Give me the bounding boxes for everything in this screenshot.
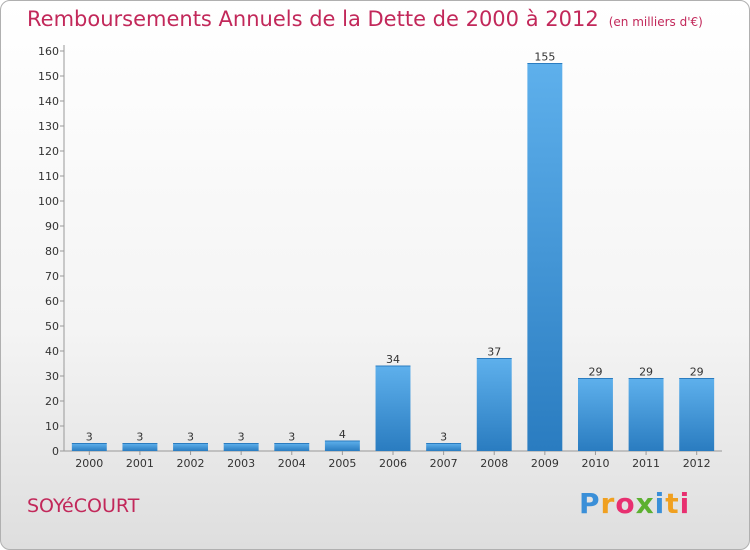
x-tick-label: 2003: [227, 457, 255, 470]
y-tick-label: 90: [45, 220, 59, 233]
data-label: 29: [690, 366, 704, 379]
y-tick-label: 150: [38, 70, 59, 83]
data-label: 29: [639, 366, 653, 379]
logo-letter: i: [679, 487, 691, 520]
data-label: 3: [187, 431, 194, 444]
x-tick-label: 2010: [581, 457, 609, 470]
bar: [324, 441, 360, 451]
data-label: 3: [136, 431, 143, 444]
x-tick-label: 2012: [683, 457, 711, 470]
bar: [274, 443, 310, 451]
y-tick-label: 0: [52, 445, 59, 458]
bar: [426, 443, 462, 451]
y-tick-label: 30: [45, 370, 59, 383]
bar: [628, 378, 664, 451]
logo-letter: o: [615, 487, 636, 520]
y-tick-label: 50: [45, 320, 59, 333]
y-tick-label: 160: [38, 45, 59, 58]
logo-letter: P: [579, 487, 601, 520]
data-label: 29: [588, 366, 602, 379]
data-label: 3: [86, 431, 93, 444]
y-tick-label: 20: [45, 395, 59, 408]
x-tick-label: 2009: [531, 457, 559, 470]
bar: [122, 443, 158, 451]
data-label: 3: [440, 431, 447, 444]
town-name: SOYéCOURT: [27, 495, 140, 517]
data-label: 155: [534, 51, 555, 64]
y-tick-label: 10: [45, 420, 59, 433]
bar: [577, 378, 613, 451]
logo-letter: r: [600, 487, 616, 520]
x-tick-label: 2005: [328, 457, 356, 470]
x-tick-label: 2006: [379, 457, 407, 470]
x-tick-label: 2001: [126, 457, 154, 470]
y-tick-label: 40: [45, 345, 59, 358]
data-label: 34: [386, 353, 400, 366]
y-tick-label: 140: [38, 95, 59, 108]
bar: [527, 63, 563, 451]
chart-title-text: Remboursements Annuels de la Dette de 20…: [27, 7, 599, 31]
data-label: 3: [288, 431, 295, 444]
y-tick-label: 130: [38, 120, 59, 133]
bar: [173, 443, 209, 451]
x-tick-label: 2002: [177, 457, 205, 470]
y-tick-label: 100: [38, 195, 59, 208]
logo-letter: i: [654, 487, 666, 520]
x-tick-label: 2011: [632, 457, 660, 470]
y-tick-label: 120: [38, 145, 59, 158]
logo-letter: t: [665, 487, 680, 520]
data-label: 37: [487, 346, 501, 359]
y-tick-label: 70: [45, 270, 59, 283]
x-tick-label: 2000: [75, 457, 103, 470]
bar: [679, 378, 715, 451]
y-tick-label: 60: [45, 295, 59, 308]
x-tick-label: 2004: [278, 457, 306, 470]
y-tick-label: 110: [38, 170, 59, 183]
bar: [375, 366, 411, 451]
data-label: 4: [339, 428, 346, 441]
y-tick-label: 80: [45, 245, 59, 258]
proxiti-logo: Proxiti: [579, 487, 690, 520]
x-tick-label: 2008: [480, 457, 508, 470]
x-tick-label: 2007: [430, 457, 458, 470]
bar: [223, 443, 259, 451]
chart-title: Remboursements Annuels de la Dette de 20…: [27, 7, 703, 31]
chart-unit: (en milliers d'€): [608, 15, 703, 29]
data-label: 3: [238, 431, 245, 444]
logo-letter: x: [635, 487, 655, 520]
bar: [71, 443, 107, 451]
bar: [476, 358, 512, 451]
